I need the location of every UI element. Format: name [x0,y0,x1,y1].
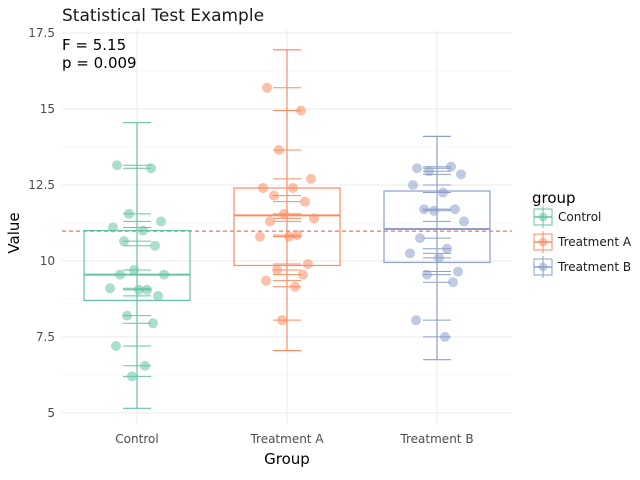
data-point [262,82,272,93]
data-point [265,216,275,227]
data-point [261,275,271,286]
data-point [408,179,418,190]
x-axis-label: Group [264,450,310,468]
data-point [303,258,313,269]
x-tick-label: Treatment A [249,432,324,446]
annotation-p-value: p = 0.009 [62,54,137,72]
data-point [300,196,310,207]
data-point [296,105,306,116]
data-point [105,283,115,294]
data-point [111,341,121,351]
y-axis-ticks: 5 7.5 10 12.5 15 17.5 [28,26,55,420]
data-point [142,284,152,295]
data-point [284,231,294,242]
data-point [124,208,134,219]
y-tick-label: 5 [47,406,55,420]
data-point [156,216,166,227]
y-tick-label: 15 [40,102,55,116]
data-point [438,187,448,198]
y-axis-label: Value [5,212,23,253]
data-point [138,225,148,236]
data-point [405,248,415,259]
data-point [279,208,289,219]
data-point [255,231,265,242]
legend: group Control Treatment A Treatment B [532,189,632,278]
data-point [274,145,284,156]
data-point [459,216,469,227]
legend-item-treatment-b: Treatment B [533,256,631,278]
data-point [411,315,421,326]
data-point [442,243,452,254]
data-point [150,240,160,251]
legend-title: group [532,189,576,207]
series-treatment-a [233,49,341,352]
data-point [148,318,158,329]
plot-area [83,49,491,409]
data-point [424,166,434,177]
legend-key-point [538,262,548,272]
data-point [450,204,460,215]
data-point [140,360,150,371]
series-control [83,122,191,409]
data-point [272,265,282,276]
data-point [146,163,156,174]
legend-key-point [538,212,548,222]
data-point [309,213,319,224]
x-tick-label: Treatment B [399,432,473,446]
legend-label: Treatment B [557,260,631,274]
x-tick-label: Control [115,432,158,446]
data-point [159,269,169,280]
data-point [112,160,122,171]
data-point [269,190,279,201]
data-point [429,205,439,216]
data-point [288,183,298,193]
y-tick-label: 12.5 [28,178,55,192]
data-point [422,269,432,280]
data-point [277,315,287,326]
y-tick-label: 10 [40,254,55,268]
y-tick-label: 17.5 [28,26,55,40]
data-point [127,371,137,382]
data-point [306,173,316,184]
data-point [415,233,425,244]
data-point [290,281,300,292]
data-point [258,183,268,193]
data-point [108,222,118,233]
legend-item-treatment-a: Treatment A [533,231,632,253]
legend-label: Control [558,210,601,224]
data-point [115,269,125,280]
data-point [456,169,466,180]
legend-label: Treatment A [557,235,632,249]
y-tick-label: 7.5 [36,330,55,344]
data-point [448,277,458,288]
legend-item-control: Control [533,206,601,228]
chart-title: Statistical Test Example [62,6,264,26]
data-point [298,269,308,280]
data-point [412,163,422,174]
data-point [419,204,429,215]
data-point [434,252,444,263]
data-point [122,310,132,321]
data-point [134,284,144,295]
data-point [153,290,163,301]
series-treatment-b [383,135,491,361]
data-point [129,265,139,276]
legend-key-point [538,237,548,247]
data-point [440,331,450,342]
data-point [453,266,463,277]
annotation-f-statistic: F = 5.15 [62,36,126,54]
data-point [446,161,456,172]
x-axis-ticks: Control Treatment A Treatment B [115,432,473,446]
data-point [119,236,129,247]
data-point [292,230,302,241]
